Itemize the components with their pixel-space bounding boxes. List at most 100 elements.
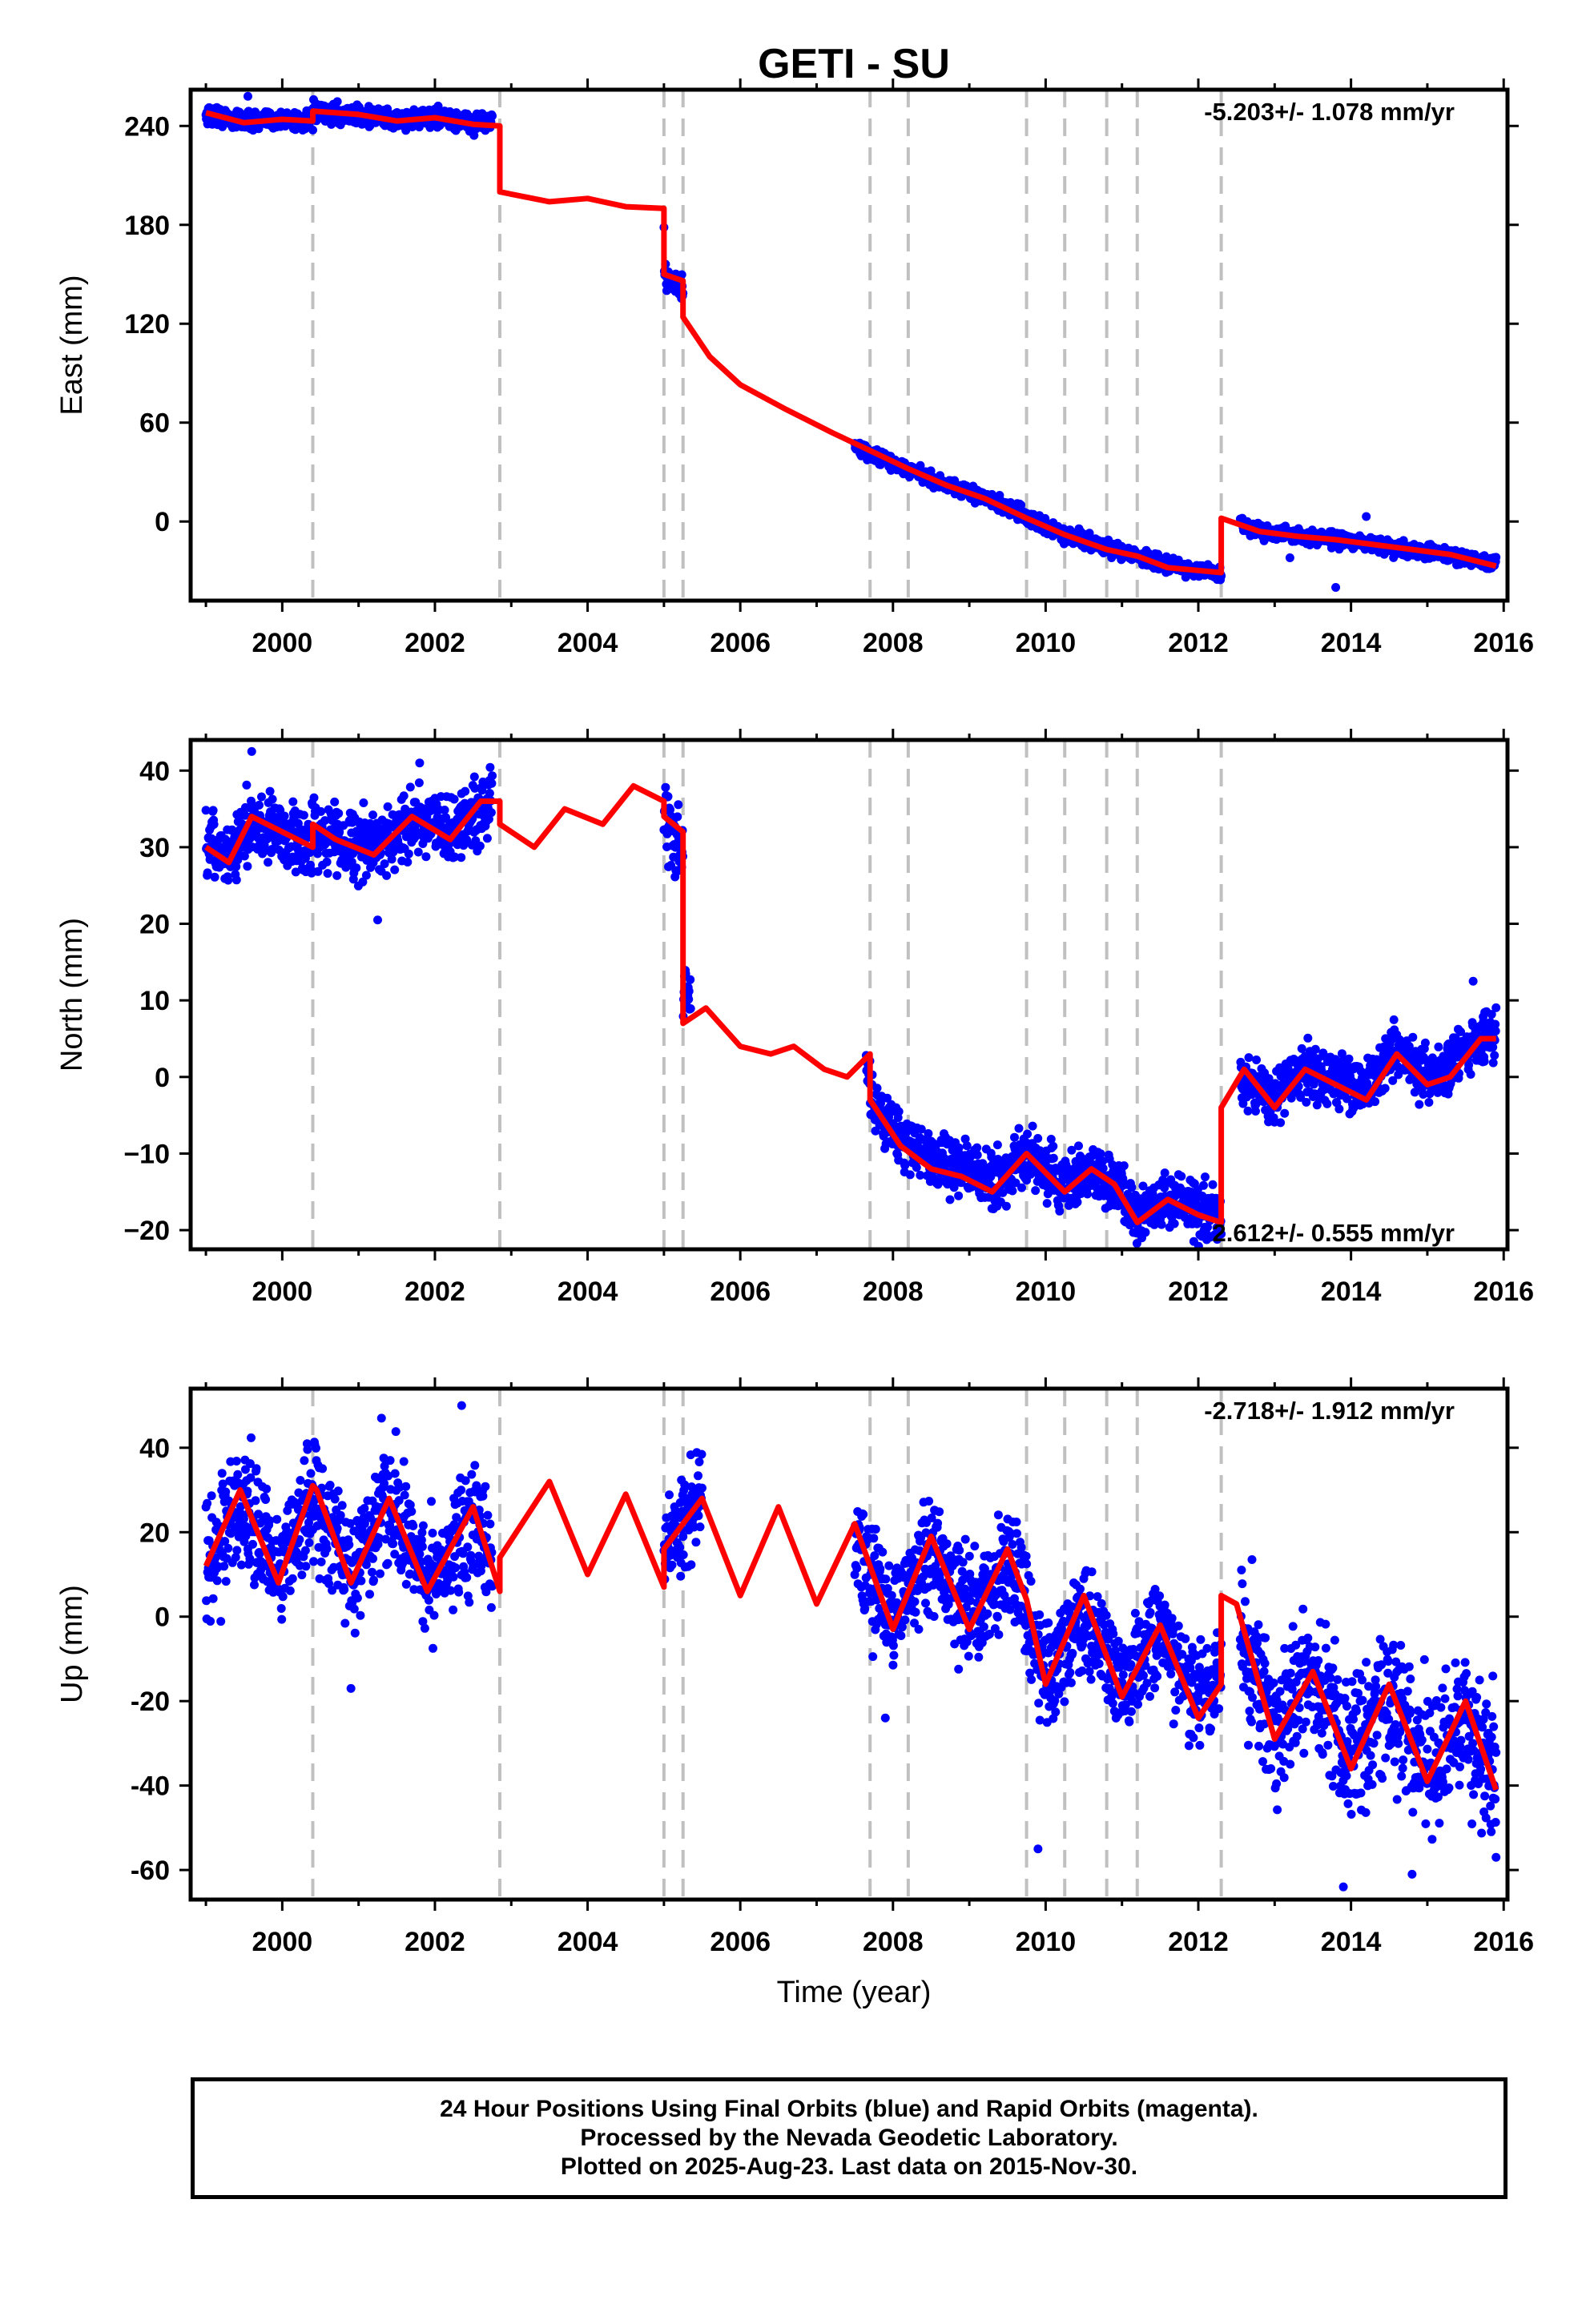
data-point [1264,1074,1274,1084]
data-point [217,1469,227,1478]
data-point [405,782,415,792]
data-point [1276,1118,1286,1128]
data-point [487,778,497,788]
data-point [313,866,323,876]
data-point [1434,1042,1443,1051]
data-point [972,1143,982,1152]
data-point [1119,1161,1129,1171]
data-point [1303,1033,1313,1043]
y-axis-label: East (mm) [55,275,89,415]
data-point [212,1576,222,1586]
data-point [1330,1055,1340,1065]
rate-label: 2.612+/- 0.555 mm/yr [1213,1219,1455,1247]
data-point [208,1594,218,1603]
data-point [227,825,237,834]
data-point [1049,1153,1058,1163]
data-point [240,851,249,861]
data-point [1491,1027,1500,1035]
data-point [252,1464,261,1474]
data-point [299,810,308,820]
data-point [209,819,219,829]
data-point [482,834,492,843]
data-point [243,862,252,871]
data-point [1243,1106,1253,1116]
data-point [1017,1183,1026,1192]
data-point [1046,1135,1056,1144]
data-point [949,1183,959,1192]
data-point [912,1163,921,1172]
rate-label: -5.203+/- 1.078 mm/yr [1204,98,1455,126]
data-point [871,1126,880,1136]
data-point [421,852,431,862]
data-point [1096,1149,1105,1159]
data-point [1337,1049,1346,1059]
data-point [1380,1084,1390,1093]
data-point [1141,1228,1150,1237]
north-panel: 2000 2002 2004 2006 2008 2010 2012 2014 2016−20−… [55,729,1534,1307]
data-point [1456,1027,1465,1036]
x-tick-label: 2008 [863,628,924,658]
data-point [309,793,319,802]
data-point [1008,1186,1017,1196]
data-point [894,1107,904,1116]
data-point [1177,1172,1186,1181]
chart-title: GETI - SU [758,41,950,87]
data-point [261,1495,271,1504]
data-point [413,847,423,857]
model-line [204,782,1496,1225]
data-point [924,1129,933,1138]
data-point [277,1614,287,1624]
data-point [1014,1124,1024,1133]
data-point [368,810,377,820]
x-tick-label: 2012 [1168,1277,1229,1307]
data-point [358,877,368,887]
data-point [1169,1219,1179,1228]
data-point [380,859,389,869]
data-point [231,1553,240,1562]
data-point [288,797,298,806]
data-point [359,798,368,807]
x-tick-label: 2000 [252,628,313,658]
data-point [206,1617,215,1626]
data-point [916,1124,926,1134]
data-point [1394,1070,1403,1080]
data-point [257,792,266,802]
data-point [461,786,470,796]
data-point [1371,1097,1380,1107]
data-point [316,806,326,816]
data-point [383,802,392,811]
data-point [323,869,332,879]
data-point [216,1617,226,1626]
data-point [251,1496,260,1506]
data-point [1011,1178,1020,1188]
data-point [1491,1003,1501,1012]
y-tick-label: 180 [124,211,170,241]
data-point [399,791,409,801]
data-point [673,812,682,822]
data-point [280,811,289,821]
data-point [1042,1199,1052,1208]
outlier-point [372,915,382,925]
data-point [1098,1156,1108,1166]
data-point [972,1150,982,1160]
outlier-point [247,746,256,756]
y-tick-label: 0 [155,1063,170,1093]
outlier-point [415,758,425,768]
data-point [272,1514,282,1524]
data-point [1344,1054,1354,1063]
data-point [278,1592,288,1602]
data-point [322,857,332,866]
data-point [202,1596,211,1606]
data-point [1074,1141,1083,1151]
data-point [223,1543,233,1553]
data-point [240,810,250,820]
data-point [1251,1107,1260,1116]
data-point [684,987,694,996]
data-point [305,848,315,857]
data-point [210,872,219,882]
observed-series [201,1401,1501,1892]
data-point [1067,1145,1077,1155]
east-panel: 2000 2002 2004 2006 2008 2010 2012 2014 20160601… [55,78,1534,658]
data-point [1488,1043,1498,1052]
data-point [488,771,497,781]
